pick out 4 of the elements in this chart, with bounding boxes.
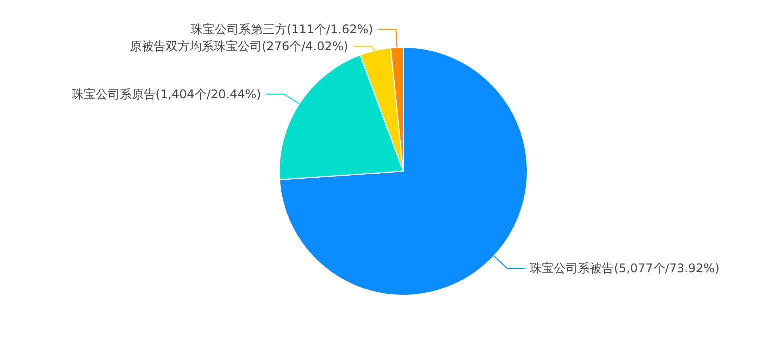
slice-label: 原被告双方均系珠宝公司(276个/4.02%) bbox=[130, 40, 348, 54]
slice-label: 珠宝公司系被告(5,077个/73.92%) bbox=[530, 261, 720, 276]
slice-label: 珠宝公司系原告(1,404个/20.44%) bbox=[72, 87, 262, 102]
slice-label: 珠宝公司系第三方(111个/1.62%) bbox=[190, 22, 374, 37]
